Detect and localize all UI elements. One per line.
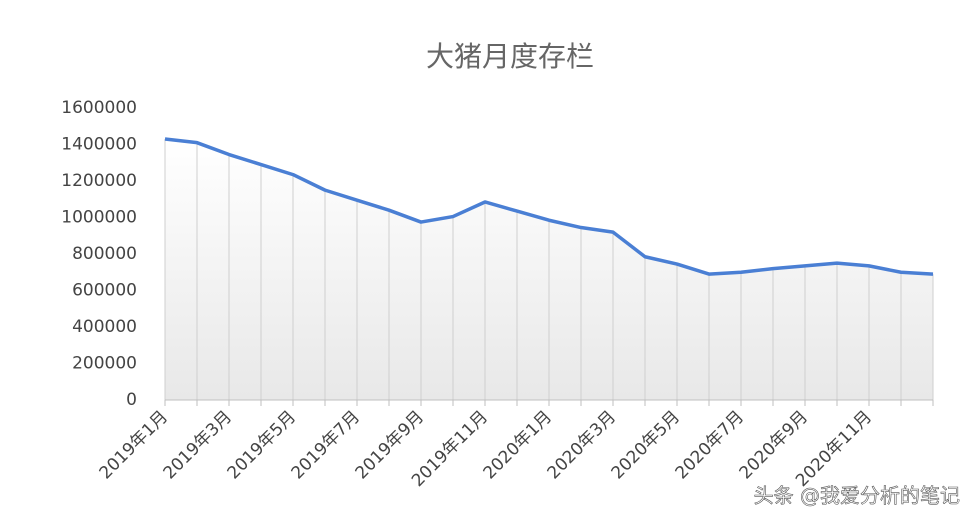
x-tick-label: 2019年5月 bbox=[224, 407, 300, 483]
y-tick-label: 1200000 bbox=[61, 171, 137, 191]
y-tick-label: 400000 bbox=[72, 317, 137, 337]
x-tick-label: 2020年1月 bbox=[480, 407, 556, 483]
watermark: 头条 @我爱分析的笔记 bbox=[754, 484, 960, 508]
y-tick-label: 0 bbox=[126, 390, 137, 410]
y-tick-label: 800000 bbox=[72, 244, 137, 264]
x-tick-label: 2019年7月 bbox=[288, 407, 364, 483]
x-tick-label: 2019年3月 bbox=[160, 407, 236, 483]
x-tick-label: 2020年3月 bbox=[544, 407, 620, 483]
y-tick-label: 1400000 bbox=[61, 135, 137, 155]
y-tick-label: 600000 bbox=[72, 281, 137, 301]
y-tick-label: 1000000 bbox=[61, 208, 137, 228]
y-tick-label: 200000 bbox=[72, 354, 137, 374]
x-tick-label: 2019年1月 bbox=[96, 407, 172, 483]
y-tick-label: 1600000 bbox=[61, 98, 137, 118]
chart-title: 大猪月度存栏 bbox=[426, 40, 594, 73]
data-line bbox=[164, 137, 934, 276]
x-tick-label: 2020年5月 bbox=[608, 407, 684, 483]
x-tick-label: 2020年7月 bbox=[672, 407, 748, 483]
